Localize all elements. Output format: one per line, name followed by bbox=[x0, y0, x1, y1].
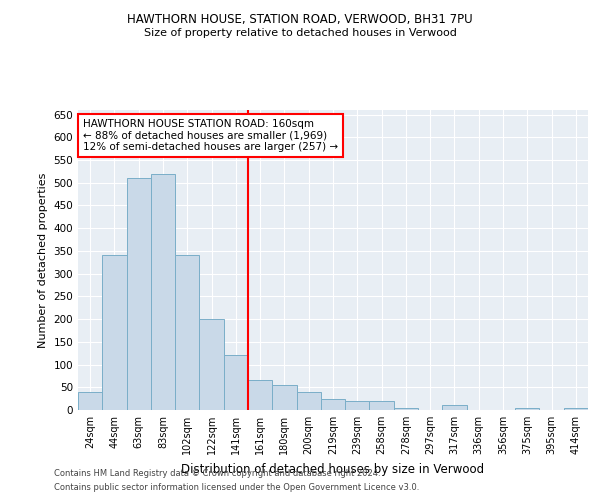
Bar bbox=[345, 401, 370, 410]
Bar bbox=[127, 178, 151, 410]
Text: Size of property relative to detached houses in Verwood: Size of property relative to detached ho… bbox=[143, 28, 457, 38]
Bar bbox=[296, 392, 321, 410]
Text: Contains public sector information licensed under the Open Government Licence v3: Contains public sector information licen… bbox=[54, 484, 419, 492]
Text: Contains HM Land Registry data © Crown copyright and database right 2024.: Contains HM Land Registry data © Crown c… bbox=[54, 468, 380, 477]
Bar bbox=[394, 408, 418, 410]
Bar bbox=[78, 392, 102, 410]
Bar bbox=[272, 385, 296, 410]
Bar bbox=[151, 174, 175, 410]
Y-axis label: Number of detached properties: Number of detached properties bbox=[38, 172, 48, 348]
X-axis label: Distribution of detached houses by size in Verwood: Distribution of detached houses by size … bbox=[181, 462, 485, 475]
Bar bbox=[442, 406, 467, 410]
Bar bbox=[564, 408, 588, 410]
Bar bbox=[102, 256, 127, 410]
Bar bbox=[370, 401, 394, 410]
Bar bbox=[321, 398, 345, 410]
Bar bbox=[175, 256, 199, 410]
Bar bbox=[199, 319, 224, 410]
Text: HAWTHORN HOUSE STATION ROAD: 160sqm
← 88% of detached houses are smaller (1,969): HAWTHORN HOUSE STATION ROAD: 160sqm ← 88… bbox=[83, 119, 338, 152]
Bar bbox=[224, 356, 248, 410]
Bar bbox=[248, 380, 272, 410]
Bar bbox=[515, 408, 539, 410]
Text: HAWTHORN HOUSE, STATION ROAD, VERWOOD, BH31 7PU: HAWTHORN HOUSE, STATION ROAD, VERWOOD, B… bbox=[127, 12, 473, 26]
